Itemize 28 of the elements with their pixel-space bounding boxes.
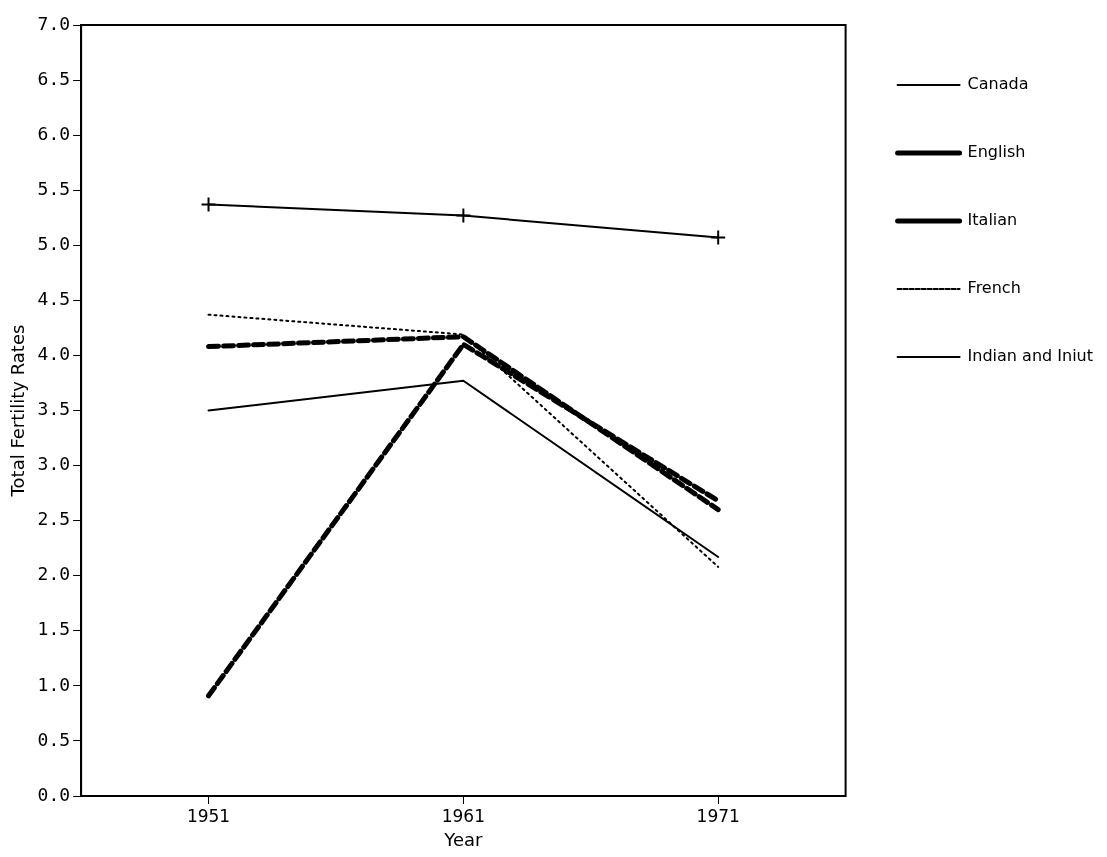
y-tick-label: 4.5 (37, 288, 71, 310)
y-tick-label: 4.0 (37, 343, 71, 365)
legend-label: English (967, 142, 1026, 162)
y-tick-label: 3.5 (37, 398, 71, 420)
y-tick-label: 5.5 (37, 177, 71, 199)
legend-label: Italian (967, 210, 1018, 230)
y-tick-label: 6.5 (37, 67, 71, 89)
y-tick-label: 6.0 (37, 122, 71, 144)
y-tick-label: 3.0 (37, 453, 71, 475)
x-tick-label: 1971 (696, 805, 740, 826)
y-tick-label: 7.0 (37, 12, 71, 34)
y-axis-title: Total Fertility Rates (7, 324, 29, 498)
legend-label: Canada (967, 74, 1029, 94)
y-tick-label: 1.0 (37, 673, 71, 695)
y-tick-label: 0.0 (37, 783, 71, 805)
y-tick-label: 5.0 (37, 232, 71, 254)
y-tick-label: 1.5 (37, 618, 71, 640)
x-axis-title: Year (443, 828, 484, 850)
legend-label: Indian and Iniut (967, 346, 1094, 366)
point (710, 229, 727, 246)
y-tick-label: 2.0 (37, 563, 71, 585)
y-tick-label: 2.5 (37, 508, 71, 530)
x-tick-label: 1961 (441, 805, 485, 826)
x-tick-label: 1951 (186, 805, 231, 826)
y-tick-label: 0.5 (37, 728, 71, 750)
point (200, 196, 217, 213)
legend-label: French (967, 278, 1021, 298)
point (455, 207, 472, 224)
